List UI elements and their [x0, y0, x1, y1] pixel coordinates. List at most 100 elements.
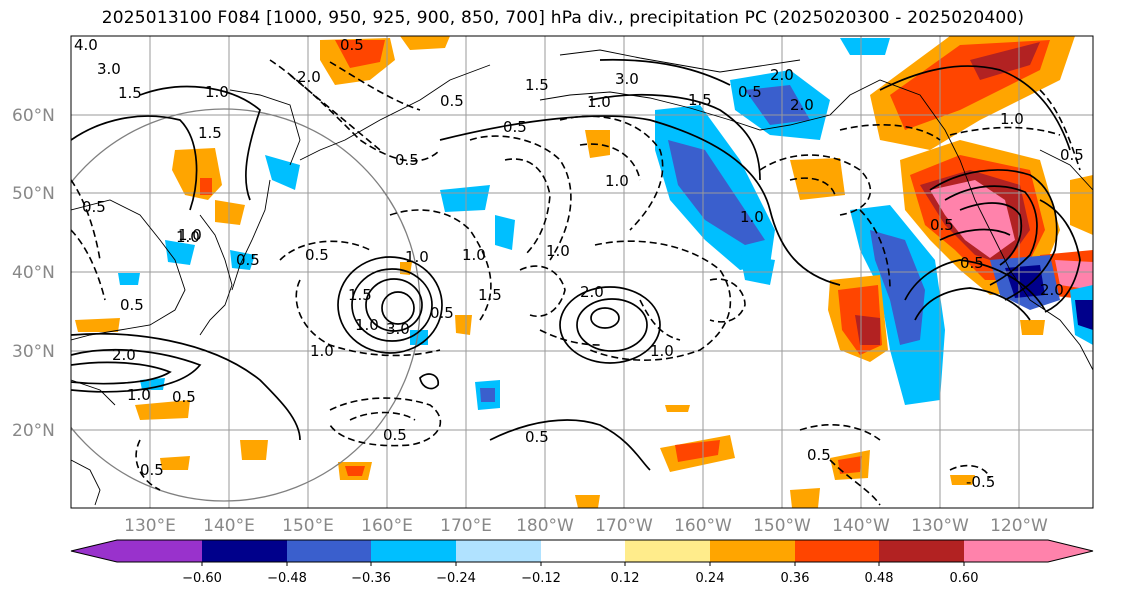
contour-label: 0.5	[738, 83, 762, 101]
contour-label: 1.0	[587, 93, 611, 111]
contour-label: -0.5	[966, 473, 995, 491]
contour-label: 1.0	[405, 248, 429, 266]
contour-label: 0.5	[140, 461, 164, 479]
lon-label: 160°E	[361, 516, 413, 536]
contour-label: 1.5	[688, 91, 712, 109]
contour-label: 0.5	[430, 304, 454, 322]
colorbar-segment	[541, 540, 625, 562]
lon-label: 130°W	[911, 516, 969, 536]
contour-label: 1.5	[348, 286, 372, 304]
contour-label: 4.0	[74, 36, 98, 54]
lon-label: 170°E	[440, 516, 492, 536]
latitude-labels: 20°N 30°N 40°N 50°N 60°N	[12, 106, 55, 441]
colorbar-segment	[795, 540, 879, 562]
colorbar-segment	[456, 540, 541, 562]
dashed-contours	[71, 59, 1081, 506]
solid-contours	[71, 58, 1081, 471]
lon-label: 150°E	[282, 516, 334, 536]
contour-label: 2.0	[790, 96, 814, 114]
contour-label: 0.5	[236, 251, 260, 269]
lon-label: 130°E	[124, 516, 176, 536]
colorbar-tick-label: 0.48	[865, 571, 894, 586]
colorbar-tick-label: −0.12	[521, 571, 561, 586]
range-circle	[71, 108, 421, 502]
contour-label: 1.0	[546, 242, 570, 260]
contour-label: 0.5	[383, 426, 407, 444]
contour-label: 2.0	[1040, 281, 1064, 299]
contour-label: 1.0	[605, 172, 629, 190]
colorbar-segment	[625, 540, 710, 562]
contour-label: 0.5	[1060, 146, 1084, 164]
contour-label: 0.5	[82, 198, 106, 216]
colorbar-tick-label: −0.48	[267, 571, 307, 586]
contour-label: 3.0	[97, 60, 121, 78]
colorbar-extend-low	[71, 540, 117, 562]
contour-label: 1.0	[310, 342, 334, 360]
contour-label: 1.0	[205, 83, 229, 101]
colorbar-segment	[371, 540, 456, 562]
contour-label: 1.5	[198, 124, 222, 142]
lat-label: 20°N	[12, 421, 55, 441]
contour-label: 1.5	[478, 286, 502, 304]
colorbar-tick-label: 0.12	[611, 571, 640, 586]
colorbar-tick-label: −0.60	[182, 571, 222, 586]
colorbar: −0.60 −0.48 −0.36 −0.24 −0.12 0.12 0.24 …	[70, 539, 1094, 586]
lon-label: 170°W	[595, 516, 653, 536]
colorbar-segment	[287, 540, 371, 562]
colorbar-segment	[964, 540, 1048, 562]
contour-label: 1.0	[178, 226, 202, 244]
contour-label: 1.0	[462, 246, 486, 264]
contour-label: 1.0	[1000, 110, 1024, 128]
contour-label: 0.5	[807, 446, 831, 464]
colorbar-segment	[710, 540, 795, 562]
contour-label: 0.5	[525, 428, 549, 446]
contour-label: 0.5	[960, 254, 984, 272]
colorbar-tick-label: 0.60	[950, 571, 979, 586]
contour-label: 0.5	[305, 246, 329, 264]
colorbar-tick-label: −0.36	[351, 571, 391, 586]
contour-label: 1.0	[355, 316, 379, 334]
colorbar-tick-label: 0.36	[781, 571, 810, 586]
lat-label: 60°N	[12, 106, 55, 126]
colorbar-segment	[202, 540, 287, 562]
contour-label: 3.0	[386, 320, 410, 338]
contour-label: 1.0	[127, 386, 151, 404]
lon-label: 140°E	[203, 516, 255, 536]
lat-label: 50°N	[12, 184, 55, 204]
contour-label: 2.0	[580, 283, 604, 301]
contour-label: 3.0	[615, 70, 639, 88]
contour-label: 0.5	[340, 36, 364, 54]
contour-label: 0.5	[120, 296, 144, 314]
longitude-labels: 130°E 140°E 150°E 160°E 170°E 180°W 170°…	[124, 516, 1048, 536]
contour-label: 0.5	[440, 92, 464, 110]
contour-label: 1.0	[650, 342, 674, 360]
colorbar-tick-label: 0.24	[696, 571, 725, 586]
contour-label: 1.5	[118, 84, 142, 102]
contour-label: 0.5	[503, 118, 527, 136]
contour-labels: 4.0 3.0 1.5 2.0 1.0 1.5 1.0 0.5 0.5 0.5 …	[74, 36, 1084, 491]
lon-label: 120°W	[990, 516, 1048, 536]
colorbar-tick-label: −0.24	[436, 571, 476, 586]
map-title: 2025013100 F084 [1000, 950, 925, 900, 85…	[101, 8, 1025, 28]
plot-frame	[70, 35, 1094, 509]
contour-label: 1.0	[176, 228, 200, 246]
contour-label: 2.0	[112, 346, 136, 364]
contour-label: 1.0	[740, 208, 764, 226]
contour-label: 0.5	[172, 388, 196, 406]
lon-label: 140°W	[832, 516, 890, 536]
lat-label: 40°N	[12, 263, 55, 283]
contour-label: 0.5	[395, 151, 419, 169]
lat-label: 30°N	[12, 342, 55, 362]
lon-label: 180°W	[516, 516, 574, 536]
contour-label: 0.5	[930, 216, 954, 234]
lon-label: 160°W	[674, 516, 732, 536]
colorbar-extend-high	[1048, 540, 1093, 562]
colorbar-segment	[117, 540, 202, 562]
contour-label: 1.5	[525, 76, 549, 94]
contour-label: 2.0	[297, 68, 321, 86]
colorbar-segment	[879, 540, 964, 562]
lon-label: 150°W	[753, 516, 811, 536]
coastlines	[71, 49, 1093, 506]
contour-label: 2.0	[770, 66, 794, 84]
